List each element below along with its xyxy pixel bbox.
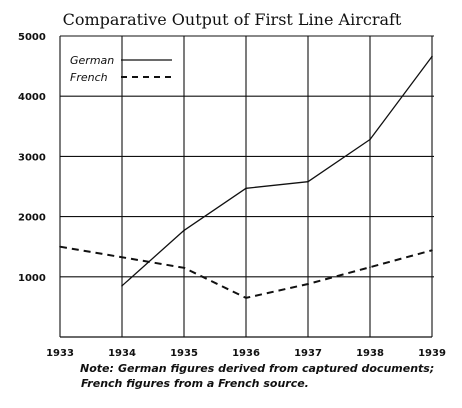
data-point-german	[307, 180, 309, 183]
data-point-german	[121, 285, 123, 287]
data-point-french	[307, 283, 309, 285]
x-tick-label: 1938	[356, 348, 384, 359]
y-tick-label: 3000	[18, 152, 46, 163]
data-point-french	[59, 245, 61, 248]
y-tick-label: 5000	[18, 32, 46, 43]
x-tick-label: 1935	[170, 348, 198, 359]
x-tick-label: 1936	[232, 348, 260, 359]
legend-label-german: German	[70, 54, 114, 67]
data-point-german	[369, 138, 371, 141]
data-point-french	[369, 266, 371, 268]
data-point-french	[431, 249, 433, 252]
x-tick-label: 1939	[418, 348, 446, 359]
x-tick-label: 1933	[46, 348, 74, 359]
series-line-german	[121, 56, 433, 287]
data-point-german	[183, 229, 185, 232]
chart-grid	[59, 35, 434, 338]
data-point-french	[183, 266, 185, 269]
chart-series	[59, 55, 433, 299]
note-line-1: German figures derived from captured doc…	[118, 362, 435, 375]
chart-title: Comparative Output of First Line Aircraf…	[63, 10, 402, 29]
data-point-german	[245, 187, 247, 190]
note-label: Note:	[80, 362, 114, 375]
note-line-2: French figures from a French source.	[81, 377, 309, 390]
x-tick-label: 1937	[294, 348, 322, 359]
y-tick-label: 2000	[18, 213, 46, 224]
y-tick-label: 1000	[18, 273, 46, 284]
x-tick-label: 1934	[108, 348, 136, 359]
chart-legend: German French	[70, 54, 172, 84]
axis-ticks: 5000 4000 3000 2000 1000 1933 1934 1935 1936 1937…	[18, 32, 446, 359]
y-tick-label: 4000	[18, 92, 46, 103]
data-point-german	[431, 55, 433, 58]
legend-label-french: French	[70, 71, 108, 84]
data-point-french	[245, 297, 247, 299]
